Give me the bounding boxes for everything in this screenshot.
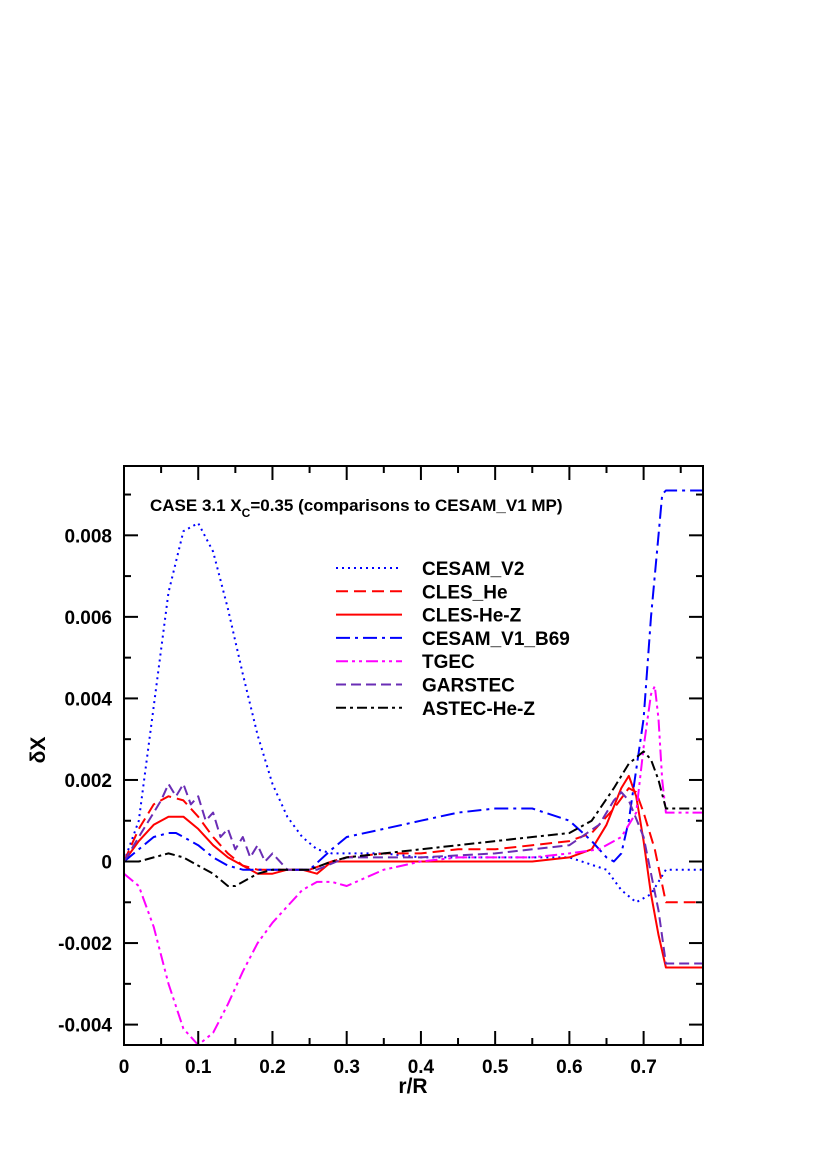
series-line-3 xyxy=(124,489,703,871)
legend-label-5: GARSTEC xyxy=(422,676,515,697)
y-tick-label: 0.006 xyxy=(64,608,112,629)
x-tick-label: 0 xyxy=(119,1057,130,1078)
legend-label-0: CESAM_V2 xyxy=(422,559,524,580)
x-tick-label: 0.5 xyxy=(482,1057,509,1078)
plot-frame xyxy=(123,465,704,1046)
series-line-4 xyxy=(124,685,703,1045)
series-line-1 xyxy=(124,787,703,904)
chart-title: CASE 3.1 XC=0.35 (comparisons to CESAM_V… xyxy=(150,496,563,520)
y-tick-label: -0.002 xyxy=(58,934,112,955)
legend-label-3: CESAM_V1_B69 xyxy=(422,629,570,650)
x-tick-label: 0.7 xyxy=(630,1057,656,1078)
series-layer xyxy=(124,489,703,1045)
series-line-5 xyxy=(124,783,703,965)
y-tick-label: 0.004 xyxy=(64,689,112,710)
x-tick-label: 0.1 xyxy=(185,1057,212,1078)
legend-label-2: CLES-He-Z xyxy=(422,606,522,627)
series-line-0 xyxy=(124,522,703,904)
x-axis-label: r/R xyxy=(398,1075,427,1098)
y-tick-label: 0.008 xyxy=(64,526,112,547)
series-line-6 xyxy=(124,750,703,887)
series-line-2 xyxy=(124,774,703,969)
x-tick-label: 0.2 xyxy=(259,1057,285,1078)
x-tick-label: 0.3 xyxy=(333,1057,359,1078)
y-tick-label: 0.002 xyxy=(64,771,112,792)
title-prefix: CASE 3.1 X xyxy=(150,496,242,515)
title-subscript: C xyxy=(242,506,251,520)
x-tick-label: 0.6 xyxy=(556,1057,582,1078)
legend-label-4: TGEC xyxy=(422,652,475,673)
tick-layer: 0 0.1 0.2 0.3 0.4 0.5 0.6 0.7 -0.004 -0.002 0 0.002… xyxy=(58,466,703,1078)
y-tick-label: -0.004 xyxy=(58,1016,112,1037)
legend-label-6: ASTEC-He-Z xyxy=(422,699,535,720)
title-suffix: =0.35 (comparisons to CESAM_V1 MP) xyxy=(250,496,562,515)
x-tick-label: 0.4 xyxy=(408,1057,435,1078)
y-tick-label: 0 xyxy=(101,853,112,874)
y-axis-label: δX xyxy=(27,737,50,764)
legend-label-1: CLES_He xyxy=(422,582,508,603)
